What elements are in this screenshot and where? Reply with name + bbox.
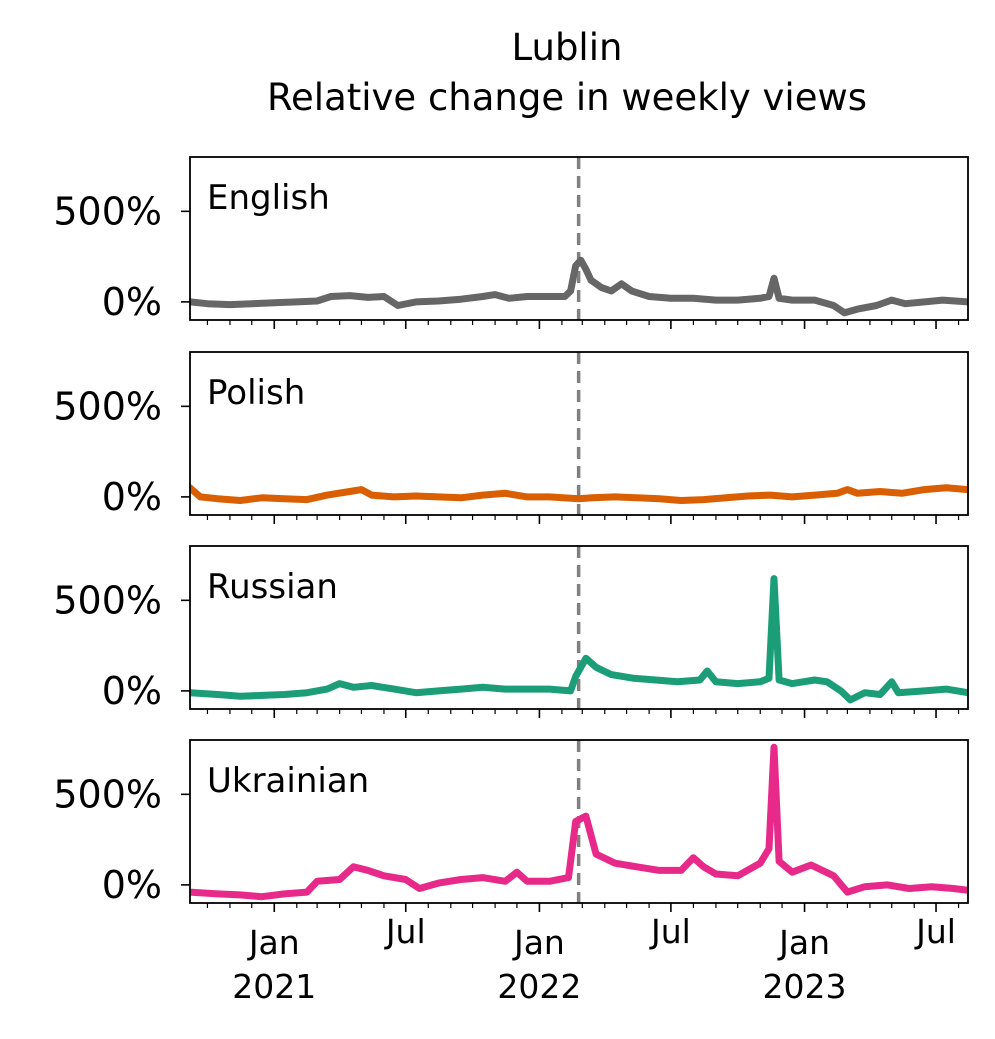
y-tick-label: 500% [53, 772, 162, 816]
x-tick-year-label: 2022 [497, 967, 581, 1006]
y-tick-label: 0% [102, 475, 162, 519]
panel-label: Polish [207, 373, 305, 413]
panel-ukrainian: 0% 500% Ukrainian [53, 739, 969, 912]
panel-label: English [207, 178, 330, 218]
y-tick-label: 500% [53, 189, 162, 233]
panel-frame [189, 351, 969, 516]
panel-label: Russian [207, 567, 338, 607]
panel-english: 0% 500% English [53, 156, 969, 329]
series-line-ukrainian [190, 743, 968, 901]
x-tick-year-label: 2023 [763, 967, 847, 1006]
x-axis: Jan 2021 Jul Jan 2022 Jul Jan 2023 Jul [232, 912, 956, 1006]
panel-russian: 0% 500% Russian [53, 545, 969, 718]
x-tick-year-label: 2021 [232, 967, 316, 1006]
panel-polish: 0% 500% Polish [53, 351, 969, 524]
x-tick-label: Jul [914, 912, 956, 951]
panel-frame [189, 545, 969, 710]
x-tick-label: Jan [777, 923, 830, 962]
y-tick-label: 500% [53, 578, 162, 622]
y-tick-label: 500% [53, 384, 162, 428]
series-line-russian [190, 575, 968, 704]
x-tick-label: Jan [512, 923, 565, 962]
y-tick-label: 0% [102, 280, 162, 324]
series-line-polish [190, 484, 968, 504]
panel-frame [189, 739, 969, 904]
x-tick-label: Jan [247, 923, 300, 962]
chart-title-line2: Relative change in weekly views [267, 76, 867, 119]
x-tick-label: Jul [384, 912, 426, 951]
y-tick-label: 0% [102, 863, 162, 907]
chart-title-line1: Lublin [512, 26, 623, 69]
panel-frame [189, 156, 969, 321]
x-tick-label: Jul [649, 912, 691, 951]
panel-label: Ukrainian [207, 761, 369, 801]
y-tick-label: 0% [102, 669, 162, 713]
series-line-english [190, 256, 968, 317]
